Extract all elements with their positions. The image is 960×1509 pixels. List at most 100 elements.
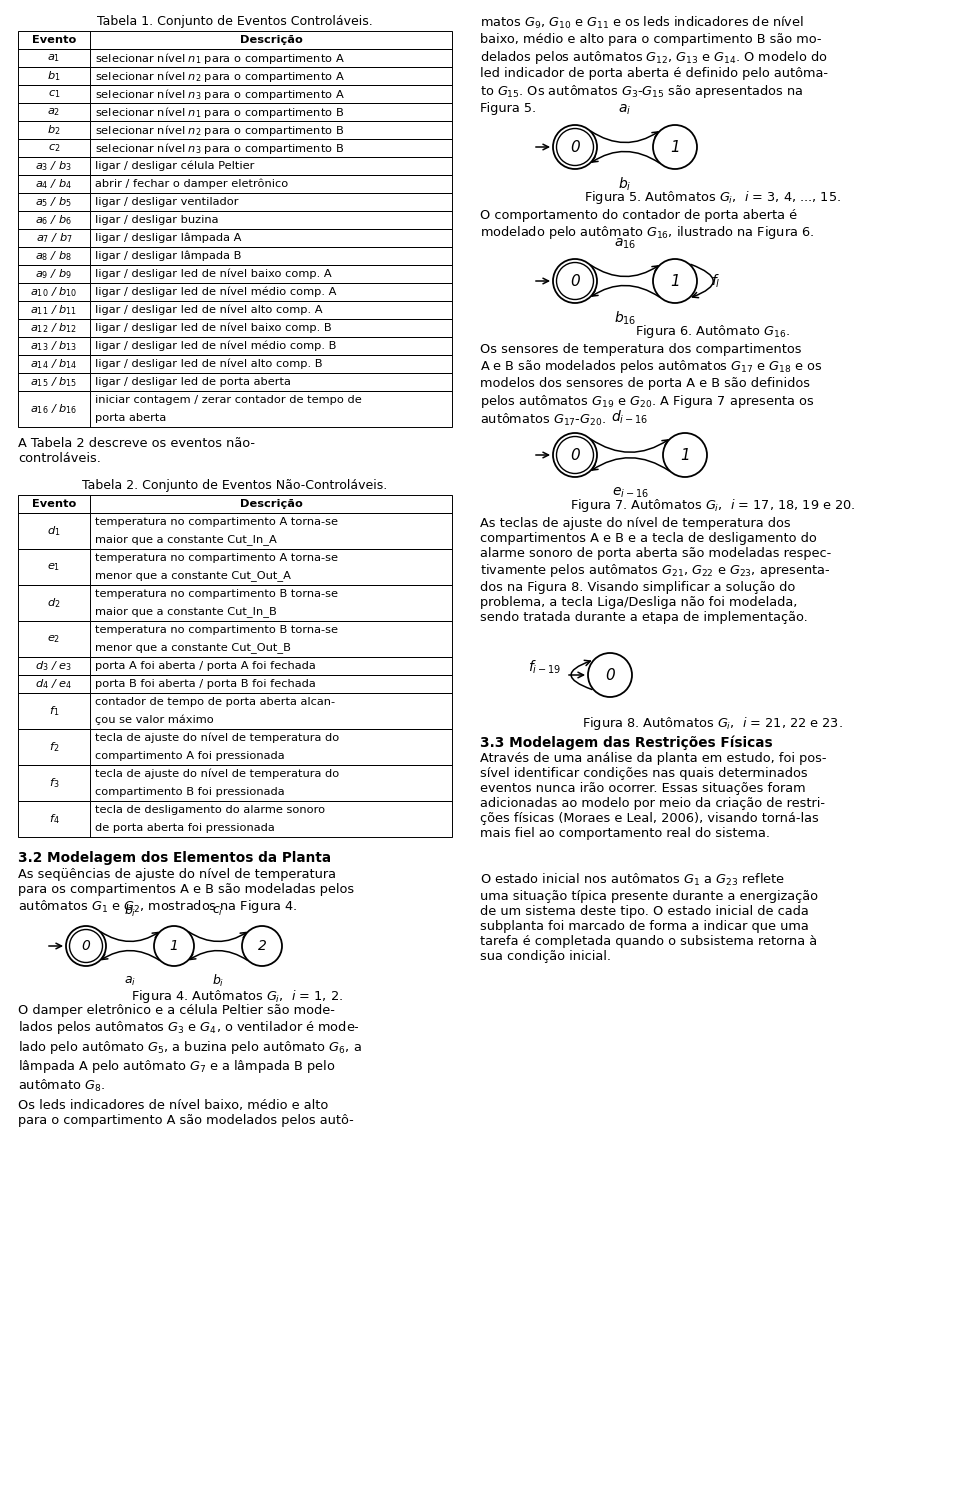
- Bar: [18, 355, 452, 373]
- Text: $a_{11}$ / $b_{11}$: $a_{11}$ / $b_{11}$: [31, 303, 78, 317]
- Text: ligar / desligar led de nível alto comp. B: ligar / desligar led de nível alto comp.…: [95, 359, 323, 370]
- Text: temperatura no compartimento A torna-se: temperatura no compartimento A torna-se: [95, 552, 338, 563]
- Text: $d_2$: $d_2$: [47, 596, 60, 610]
- Bar: [18, 48, 452, 66]
- Bar: [18, 157, 452, 175]
- Text: 1: 1: [170, 939, 179, 954]
- Text: $b_i$: $b_i$: [618, 175, 632, 193]
- Circle shape: [663, 433, 707, 477]
- Text: $a_5$ / $b_5$: $a_5$ / $b_5$: [36, 195, 73, 208]
- Text: $a_9$ / $b_9$: $a_9$ / $b_9$: [36, 267, 73, 281]
- Text: ligar / desligar buzina: ligar / desligar buzina: [95, 214, 219, 225]
- Text: $c_1$: $c_1$: [48, 88, 60, 100]
- Text: $f_{i-19}$: $f_{i-19}$: [528, 658, 562, 676]
- Text: temperatura no compartimento B torna-se: temperatura no compartimento B torna-se: [95, 589, 338, 599]
- Bar: [18, 318, 452, 337]
- Circle shape: [154, 927, 194, 966]
- Bar: [18, 373, 452, 391]
- Text: Os leds indicadores de nível baixo, médio e alto
para o compartimento A são mode: Os leds indicadores de nível baixo, médi…: [18, 1099, 353, 1127]
- Text: Tabela 1. Conjunto de Eventos Controláveis.: Tabela 1. Conjunto de Eventos Controláve…: [97, 15, 372, 29]
- Text: temperatura no compartimento B torna-se: temperatura no compartimento B torna-se: [95, 625, 338, 635]
- Circle shape: [553, 125, 597, 169]
- Bar: [18, 139, 452, 157]
- Text: $f_1$: $f_1$: [49, 705, 60, 718]
- Text: O damper eletrônico e a célula Peltier são mode-
lados pelos autômatos $G_3$ e $: O damper eletrônico e a célula Peltier s…: [18, 1003, 362, 1094]
- Bar: [18, 32, 452, 48]
- Bar: [18, 300, 452, 318]
- Text: maior que a constante Cut_In_B: maior que a constante Cut_In_B: [95, 607, 276, 617]
- Text: $d_{i-16}$: $d_{i-16}$: [612, 409, 649, 427]
- Text: Tabela 2. Conjunto de Eventos Não-Controláveis.: Tabela 2. Conjunto de Eventos Não-Contro…: [83, 478, 388, 492]
- Text: çou se valor máximo: çou se valor máximo: [95, 715, 214, 726]
- Text: ligar / desligar led de nível médio comp. A: ligar / desligar led de nível médio comp…: [95, 287, 336, 297]
- Text: $d_3$ / $e_3$: $d_3$ / $e_3$: [36, 659, 73, 673]
- Text: $b_i$: $b_i$: [124, 902, 136, 919]
- Bar: [18, 247, 452, 266]
- Text: Figura 8. Autômatos $G_i$,  $i$ = 21, 22 e 23.: Figura 8. Autômatos $G_i$, $i$ = 21, 22 …: [582, 715, 843, 732]
- Text: selecionar nível $n_2$ para o compartimento B: selecionar nível $n_2$ para o compartime…: [95, 122, 344, 137]
- Text: $a_7$ / $b_7$: $a_7$ / $b_7$: [36, 231, 73, 244]
- Text: O comportamento do contador de porta aberta é
modelado pelo autômato $G_{16}$, i: O comportamento do contador de porta abe…: [480, 210, 814, 241]
- Bar: [18, 229, 452, 247]
- Bar: [18, 549, 452, 585]
- Text: $b_1$: $b_1$: [47, 69, 60, 83]
- Text: $a_i$: $a_i$: [618, 103, 632, 116]
- Text: de porta aberta foi pressionada: de porta aberta foi pressionada: [95, 822, 275, 833]
- Text: $a_{15}$ / $b_{15}$: $a_{15}$ / $b_{15}$: [31, 376, 78, 389]
- Text: ligar / desligar led de nível alto comp. A: ligar / desligar led de nível alto comp.…: [95, 305, 323, 315]
- Bar: [18, 622, 452, 656]
- Bar: [18, 175, 452, 193]
- Text: $b_2$: $b_2$: [47, 124, 60, 137]
- Text: 0: 0: [605, 667, 614, 682]
- Bar: [18, 656, 452, 675]
- Text: Descrição: Descrição: [240, 35, 302, 45]
- Circle shape: [66, 927, 106, 966]
- Circle shape: [588, 653, 632, 697]
- Bar: [18, 801, 452, 837]
- Text: porta B foi aberta / porta B foi fechada: porta B foi aberta / porta B foi fechada: [95, 679, 316, 690]
- Text: $a_{13}$ / $b_{13}$: $a_{13}$ / $b_{13}$: [31, 340, 78, 353]
- Bar: [18, 211, 452, 229]
- Text: 0: 0: [570, 273, 580, 288]
- Text: contador de tempo de porta aberta alcan-: contador de tempo de porta aberta alcan-: [95, 697, 335, 708]
- Text: $f_l$: $f_l$: [711, 272, 721, 290]
- Text: ligar / desligar ventilador: ligar / desligar ventilador: [95, 198, 238, 207]
- Text: $c_i$: $c_i$: [212, 904, 224, 917]
- Text: $b_i$: $b_i$: [212, 973, 225, 988]
- Text: Figura 5. Autômatos $G_i$,  $i$ = 3, 4, ..., 15.: Figura 5. Autômatos $G_i$, $i$ = 3, 4, .…: [584, 189, 841, 207]
- Text: $e_{i-16}$: $e_{i-16}$: [612, 486, 648, 499]
- Text: $a_{16}$: $a_{16}$: [613, 237, 636, 250]
- Text: $f_3$: $f_3$: [49, 776, 60, 789]
- Text: $d_1$: $d_1$: [47, 524, 60, 537]
- Text: selecionar nível $n_2$ para o compartimento A: selecionar nível $n_2$ para o compartime…: [95, 68, 345, 83]
- Bar: [18, 765, 452, 801]
- Bar: [18, 391, 452, 427]
- Text: selecionar nível $n_1$ para o compartimento A: selecionar nível $n_1$ para o compartime…: [95, 50, 345, 65]
- Text: Evento: Evento: [32, 35, 76, 45]
- Text: ligar / desligar lâmpada A: ligar / desligar lâmpada A: [95, 232, 241, 243]
- Text: selecionar nível $n_3$ para o compartimento B: selecionar nível $n_3$ para o compartime…: [95, 140, 344, 155]
- Text: 1: 1: [680, 448, 690, 462]
- Text: $a_{16}$ / $b_{16}$: $a_{16}$ / $b_{16}$: [31, 401, 78, 416]
- Text: maior que a constante Cut_In_A: maior que a constante Cut_In_A: [95, 534, 276, 545]
- Text: menor que a constante Cut_Out_A: menor que a constante Cut_Out_A: [95, 570, 291, 581]
- Text: 0: 0: [82, 939, 90, 954]
- Text: Figura 6. Autômato $G_{16}$.: Figura 6. Autômato $G_{16}$.: [636, 323, 790, 340]
- Text: ligar / desligar célula Peltier: ligar / desligar célula Peltier: [95, 161, 254, 171]
- Text: Figura 7. Autômatos $G_i$,  $i$ = 17, 18, 19 e 20.: Figura 7. Autômatos $G_i$, $i$ = 17, 18,…: [570, 496, 855, 515]
- Text: matos $G_9$, $G_{10}$ e $G_{11}$ e os leds indicadores de nível
baixo, médio e a: matos $G_9$, $G_{10}$ e $G_{11}$ e os le…: [480, 15, 828, 115]
- Bar: [18, 729, 452, 765]
- Text: Descrição: Descrição: [240, 499, 302, 509]
- Text: 2: 2: [257, 939, 267, 954]
- Text: $a_8$ / $b_8$: $a_8$ / $b_8$: [36, 249, 73, 263]
- Text: 1: 1: [670, 139, 680, 154]
- Circle shape: [553, 433, 597, 477]
- Bar: [18, 495, 452, 513]
- Text: $a_6$ / $b_6$: $a_6$ / $b_6$: [36, 213, 73, 226]
- Text: O estado inicial nos autômatos $G_1$ a $G_{23}$ reflete
uma situação típica pres: O estado inicial nos autômatos $G_1$ a $…: [480, 872, 818, 963]
- Bar: [18, 66, 452, 85]
- Text: Através de uma análise da planta em estudo, foi pos-
sível identificar condições: Através de uma análise da planta em estu…: [480, 751, 827, 841]
- Text: $b_{16}$: $b_{16}$: [613, 309, 636, 327]
- Bar: [18, 266, 452, 284]
- Text: ligar / desligar led de nível médio comp. B: ligar / desligar led de nível médio comp…: [95, 341, 336, 352]
